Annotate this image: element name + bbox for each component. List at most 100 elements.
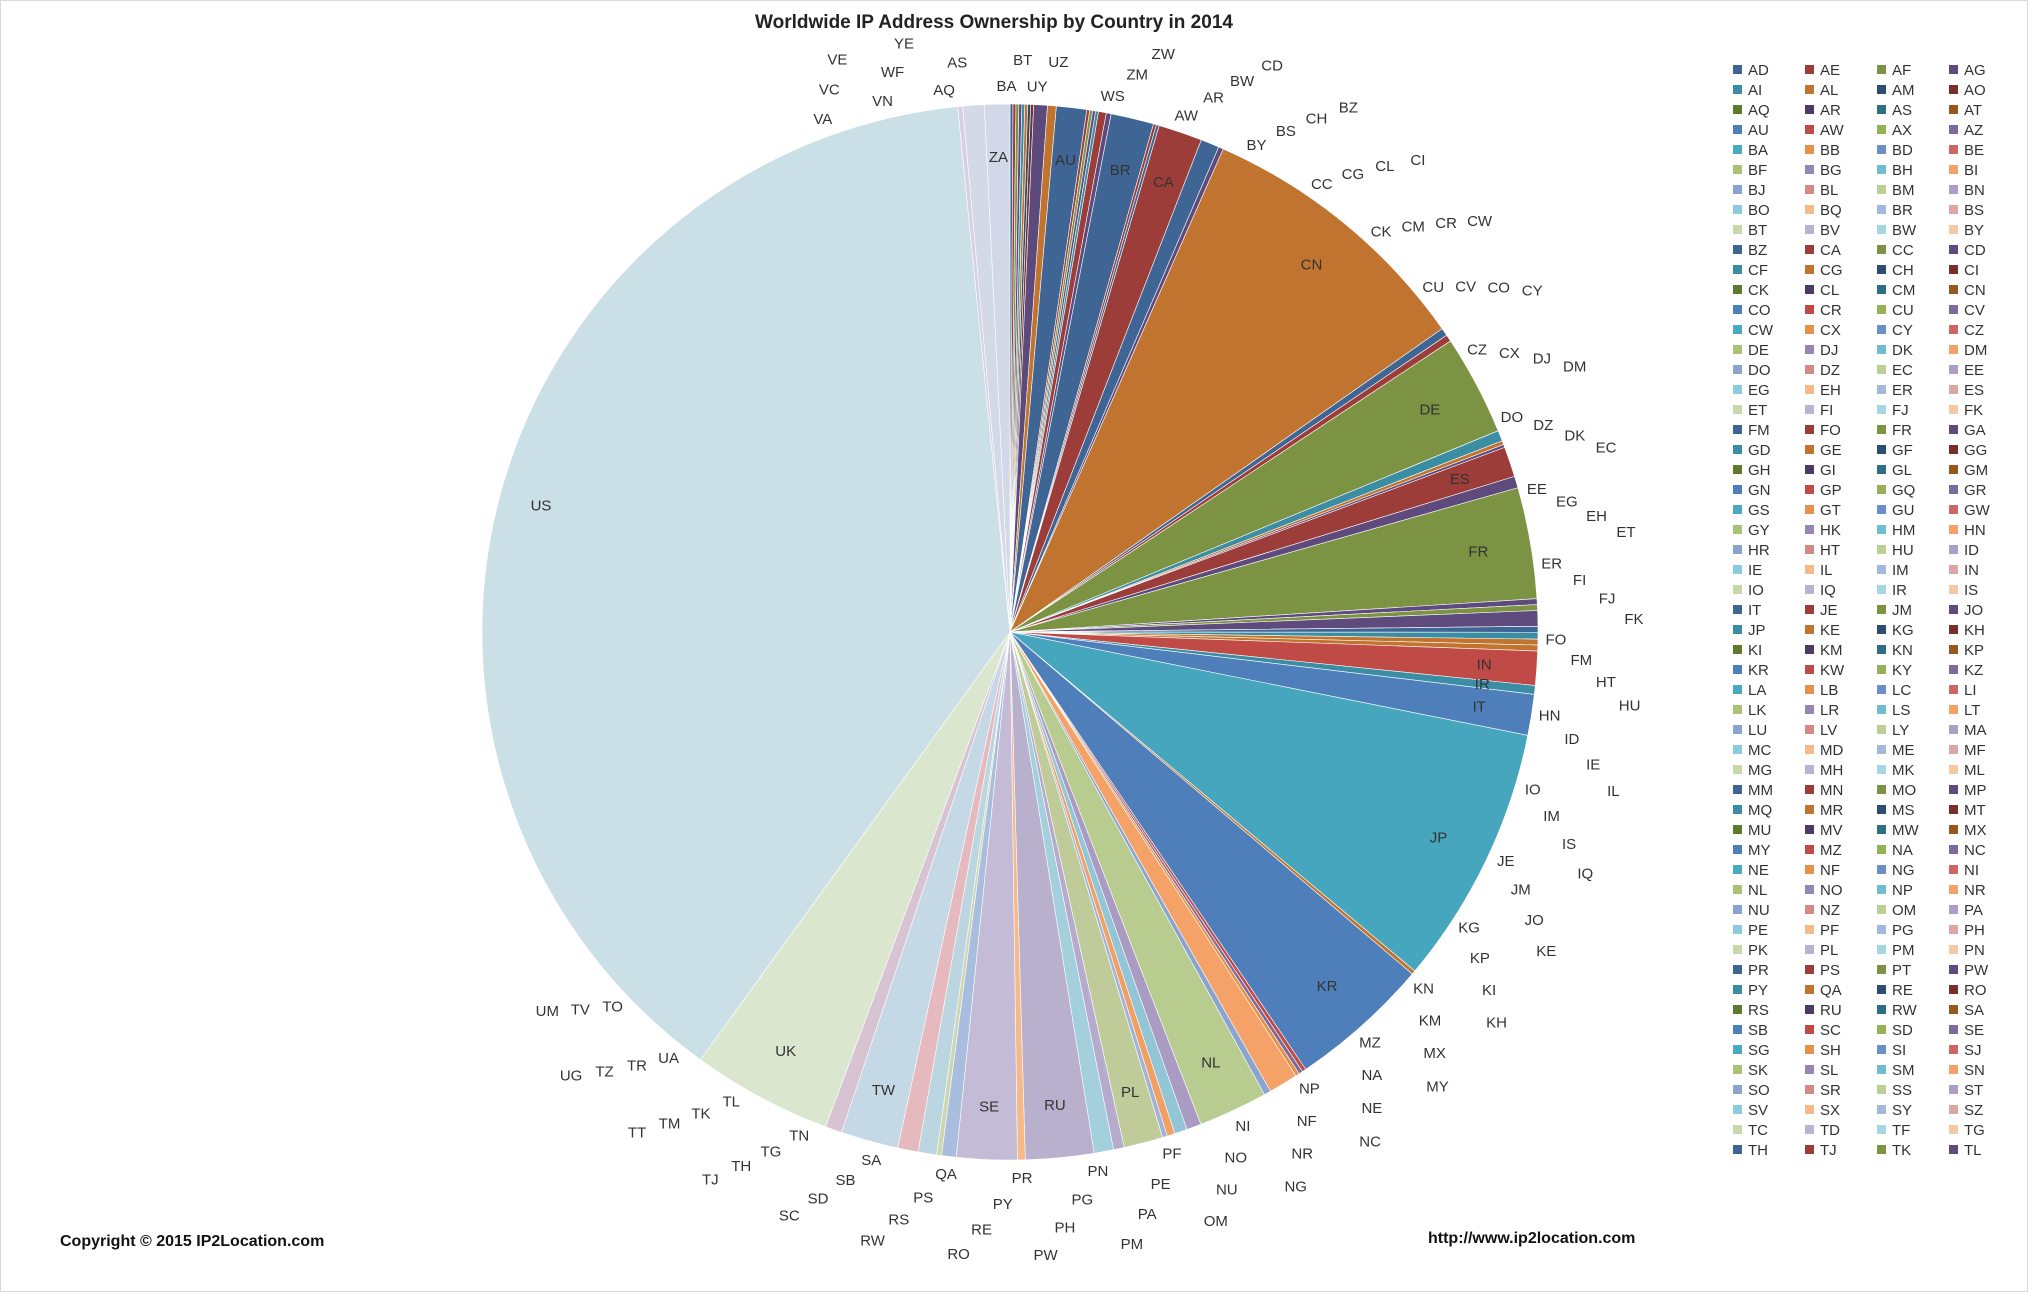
legend-swatch [1949, 445, 1958, 454]
legend-swatch [1805, 405, 1814, 414]
legend-label: CK [1748, 282, 1769, 299]
legend-swatch [1949, 565, 1958, 574]
outer-label-fm: FM [1570, 652, 1592, 669]
legend-item-sz: SZ [1949, 1102, 2021, 1120]
legend-label: AS [1892, 102, 1913, 119]
legend-item-bv: BV [1805, 222, 1877, 240]
copyright-text: Copyright © 2015 IP2Location.com [60, 1233, 325, 1250]
source-url[interactable]: http://www.ip2location.com [1428, 1230, 1636, 1247]
legend-label: AO [1964, 82, 1986, 99]
legend-label: AE [1820, 62, 1841, 79]
legend-item-lv: LV [1805, 722, 1877, 740]
legend-swatch [1805, 385, 1814, 394]
legend-swatch [1805, 1145, 1814, 1154]
outer-label-pe: PE [1151, 1176, 1171, 1193]
legend-item-pw: PW [1949, 962, 2021, 980]
legend-swatch [1949, 125, 1958, 134]
legend-label: IR [1892, 582, 1907, 599]
outer-label-ie: IE [1586, 756, 1600, 773]
legend-item-nc: NC [1949, 842, 2021, 860]
legend-label: ME [1892, 742, 1915, 759]
legend-item-ga: GA [1949, 422, 2021, 440]
legend-label: ER [1892, 382, 1913, 399]
outer-label-et: ET [1616, 524, 1635, 541]
outer-label-jm: JM [1511, 882, 1531, 899]
outer-label-wf: WF [881, 64, 904, 81]
legend-label: AI [1748, 82, 1763, 99]
legend-item-kz: KZ [1949, 662, 2021, 680]
outer-label-my: MY [1426, 1079, 1449, 1096]
legend-label: MO [1892, 782, 1917, 799]
legend-item-nu: NU [1733, 902, 1805, 920]
legend-label: BM [1892, 182, 1915, 199]
legend-item-my: MY [1733, 842, 1805, 860]
slice-label-fr: FR [1468, 544, 1488, 561]
legend-swatch [1949, 725, 1958, 734]
legend-item-ru: RU [1805, 1002, 1877, 1020]
legend-item-ht: HT [1805, 542, 1877, 560]
legend-item-ne: NE [1733, 862, 1805, 880]
legend-item-mt: MT [1949, 802, 2021, 820]
legend-swatch [1805, 665, 1814, 674]
legend-label: MC [1748, 742, 1772, 759]
legend-swatch [1949, 705, 1958, 714]
legend-swatch [1805, 1125, 1814, 1134]
legend-label: TK [1892, 1142, 1912, 1159]
legend-swatch [1805, 905, 1814, 914]
legend-swatch [1877, 165, 1886, 174]
legend-label: KY [1892, 662, 1913, 679]
legend-swatch [1805, 1105, 1814, 1114]
legend-label: KR [1748, 662, 1769, 679]
legend-item-gs: GS [1733, 502, 1805, 520]
legend-label: GS [1748, 502, 1770, 519]
legend-item-pf: PF [1805, 922, 1877, 940]
legend-swatch [1805, 485, 1814, 494]
legend-label: BF [1748, 162, 1768, 179]
outer-label-zw: ZW [1152, 46, 1176, 63]
legend-item-pm: PM [1877, 942, 1949, 960]
legend-label: PY [1748, 982, 1769, 999]
outer-label-tr: TR [627, 1058, 647, 1075]
legend-label: LY [1892, 722, 1910, 739]
legend-swatch [1733, 585, 1742, 594]
legend-label: HN [1964, 522, 1986, 539]
legend-swatch [1949, 965, 1958, 974]
legend-item-ar: AR [1805, 102, 1877, 120]
legend-swatch [1877, 245, 1886, 254]
legend-swatch [1805, 505, 1814, 514]
outer-label-ar: AR [1203, 89, 1224, 106]
outer-label-im: IM [1543, 808, 1560, 825]
legend-label: AU [1748, 122, 1769, 139]
legend-item-ad: AD [1733, 62, 1805, 80]
legend-label: CO [1748, 302, 1771, 319]
legend-label: CF [1748, 262, 1768, 279]
legend-swatch [1805, 845, 1814, 854]
legend-item-sl: SL [1805, 1062, 1877, 1080]
legend-swatch [1877, 805, 1886, 814]
legend-swatch [1949, 285, 1958, 294]
slice-label-es: ES [1450, 471, 1470, 488]
legend-item-sr: SR [1805, 1082, 1877, 1100]
legend-label: FR [1892, 422, 1912, 439]
legend-label: SC [1820, 1022, 1841, 1039]
legend-label: CZ [1964, 322, 1984, 339]
slice-label-uk: UK [775, 1043, 796, 1060]
legend-item-fr: FR [1877, 422, 1949, 440]
legend-item-mn: MN [1805, 782, 1877, 800]
legend-swatch [1877, 1085, 1886, 1094]
outer-label-rs: RS [888, 1212, 909, 1229]
outer-label-pw: PW [1034, 1247, 1059, 1264]
legend-swatch [1949, 1065, 1958, 1074]
legend-swatch [1877, 1065, 1886, 1074]
legend-label: HU [1892, 542, 1914, 559]
legend-label: NG [1892, 862, 1915, 879]
legend-label: IE [1748, 562, 1763, 579]
legend-swatch [1733, 405, 1742, 414]
legend-item-mo: MO [1877, 782, 1949, 800]
legend-swatch [1733, 1045, 1742, 1054]
legend-label: CH [1892, 262, 1914, 279]
legend-swatch [1877, 225, 1886, 234]
legend-item-mz: MZ [1805, 842, 1877, 860]
legend-swatch [1877, 465, 1886, 474]
outer-label-fo: FO [1545, 632, 1566, 649]
